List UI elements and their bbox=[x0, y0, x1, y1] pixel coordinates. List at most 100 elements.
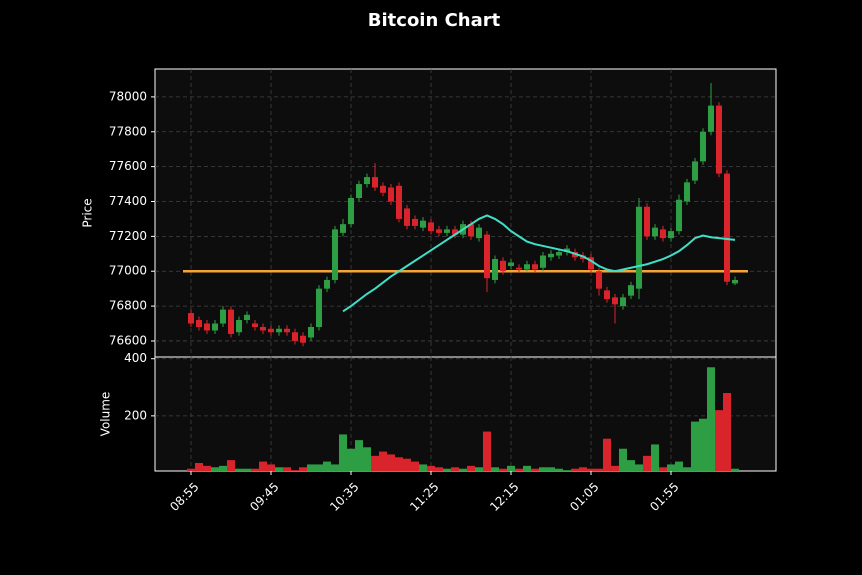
volume-bar bbox=[411, 461, 419, 471]
candle-body bbox=[588, 257, 594, 270]
volume-bar bbox=[323, 461, 331, 471]
y-tick-label: 76800 bbox=[109, 299, 147, 313]
candle-body bbox=[276, 328, 282, 333]
candle-body bbox=[636, 206, 642, 289]
volume-bar bbox=[195, 463, 203, 471]
candle-body bbox=[372, 177, 378, 188]
y-tick-label: 77600 bbox=[109, 159, 147, 173]
volume-bar bbox=[467, 465, 475, 471]
candle-body bbox=[484, 234, 490, 279]
volume-bar bbox=[571, 468, 579, 471]
volume-bar bbox=[219, 465, 227, 471]
candle-body bbox=[292, 332, 298, 341]
candle-body bbox=[604, 290, 610, 300]
volume-bar bbox=[235, 468, 243, 471]
y-tick-label: 77800 bbox=[109, 124, 147, 138]
y-tick-label: 78000 bbox=[109, 89, 147, 103]
volume-bar bbox=[515, 468, 523, 471]
volume-bar bbox=[595, 468, 603, 471]
moving-average bbox=[342, 214, 736, 313]
volume-bar bbox=[291, 470, 299, 471]
volume-bar bbox=[355, 440, 363, 471]
candle-body bbox=[196, 320, 202, 328]
price-axis-label: Price bbox=[81, 198, 95, 227]
candle-body bbox=[540, 255, 546, 268]
candle-body bbox=[732, 279, 738, 284]
candle-body bbox=[444, 229, 450, 233]
volume-bar bbox=[491, 467, 499, 471]
volume-bar bbox=[627, 460, 635, 471]
candle-body bbox=[348, 198, 354, 225]
candle-body bbox=[644, 206, 650, 237]
volume-bar bbox=[539, 467, 547, 471]
candle-body bbox=[684, 182, 690, 202]
candle-body bbox=[700, 131, 706, 162]
volume-bar bbox=[227, 460, 235, 471]
volume-bar bbox=[659, 467, 667, 471]
chart-title: Bitcoin Chart bbox=[368, 10, 501, 31]
candle-body bbox=[676, 199, 682, 232]
candle-body bbox=[652, 227, 658, 237]
price-panel bbox=[154, 68, 777, 358]
candle-body bbox=[300, 335, 306, 343]
volume-panel bbox=[154, 356, 777, 472]
candle-body bbox=[532, 264, 538, 270]
volume-bar bbox=[635, 464, 643, 471]
candle-body bbox=[212, 323, 218, 331]
volume-bar bbox=[243, 468, 251, 471]
y-tick-label: 77200 bbox=[109, 229, 147, 243]
candle-body bbox=[284, 328, 290, 333]
volume-bar bbox=[419, 464, 427, 471]
candle-body bbox=[556, 252, 562, 256]
candle-body bbox=[428, 222, 434, 232]
candle-body bbox=[452, 229, 458, 235]
candle-body bbox=[260, 327, 266, 331]
candle-body bbox=[388, 187, 394, 202]
candle-body bbox=[332, 229, 338, 280]
candle-body bbox=[660, 229, 666, 239]
volume-bar bbox=[387, 454, 395, 471]
volume-bar bbox=[315, 464, 323, 471]
volume-bar bbox=[643, 455, 651, 471]
volume-bar bbox=[715, 410, 723, 471]
candle-body bbox=[476, 227, 482, 239]
candle-body bbox=[188, 313, 194, 324]
volume-bar bbox=[395, 457, 403, 471]
volume-bar bbox=[731, 468, 739, 471]
volume-bar bbox=[363, 447, 371, 471]
candle-body bbox=[420, 220, 426, 228]
candle-body bbox=[220, 309, 226, 324]
candle-body bbox=[308, 327, 314, 338]
volume-bar bbox=[459, 468, 467, 471]
candle-body bbox=[620, 297, 626, 307]
volume-bar bbox=[547, 467, 555, 471]
candle-body bbox=[204, 323, 210, 331]
volume-bar bbox=[675, 461, 683, 471]
volume-bar bbox=[531, 468, 539, 471]
candle-body bbox=[628, 285, 634, 296]
volume-bar bbox=[475, 467, 483, 471]
volume-bar bbox=[707, 367, 715, 471]
candle-body bbox=[396, 185, 402, 219]
volume-bar bbox=[403, 458, 411, 471]
volume-bar bbox=[331, 464, 339, 471]
volume-bar bbox=[203, 465, 211, 471]
volume-bar bbox=[603, 438, 611, 471]
volume-bar bbox=[587, 468, 595, 471]
volume-bar bbox=[507, 465, 515, 471]
candle-body bbox=[612, 297, 618, 305]
volume-bar bbox=[699, 418, 707, 471]
volume-bar bbox=[371, 455, 379, 471]
candle-body bbox=[500, 260, 506, 272]
candle-body bbox=[244, 314, 250, 321]
candle-body bbox=[724, 173, 730, 282]
candle-body bbox=[380, 185, 386, 193]
volume-bar bbox=[451, 467, 459, 471]
volume-axis-label: Volume bbox=[99, 392, 113, 437]
candle-body bbox=[692, 161, 698, 181]
candle-body bbox=[412, 218, 418, 226]
volume-bar bbox=[483, 431, 491, 471]
volume-bar bbox=[299, 467, 307, 471]
candle-body bbox=[404, 208, 410, 226]
y-tick-label: 77400 bbox=[109, 194, 147, 208]
